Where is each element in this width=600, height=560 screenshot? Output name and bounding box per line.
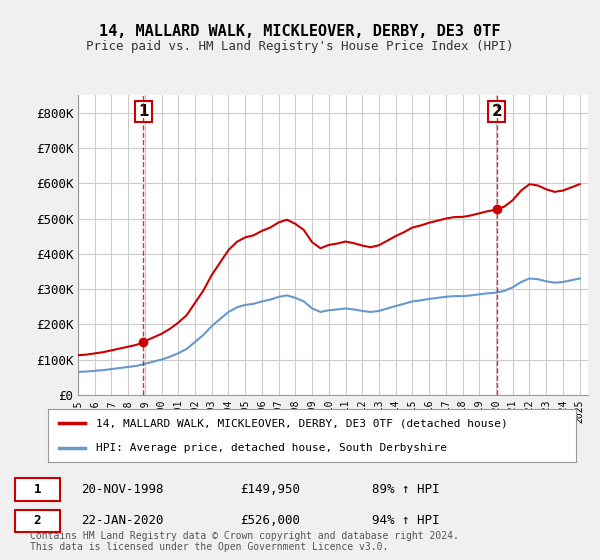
Text: £526,000: £526,000 bbox=[240, 515, 300, 528]
Text: 14, MALLARD WALK, MICKLEOVER, DERBY, DE3 0TF: 14, MALLARD WALK, MICKLEOVER, DERBY, DE3… bbox=[99, 24, 501, 39]
Text: HPI: Average price, detached house, South Derbyshire: HPI: Average price, detached house, Sout… bbox=[95, 442, 446, 452]
Text: 22-JAN-2020: 22-JAN-2020 bbox=[81, 515, 163, 528]
Text: 1: 1 bbox=[34, 483, 41, 496]
FancyBboxPatch shape bbox=[15, 478, 60, 501]
Text: 20-NOV-1998: 20-NOV-1998 bbox=[81, 483, 163, 496]
Text: 2: 2 bbox=[34, 515, 41, 528]
Text: 94% ↑ HPI: 94% ↑ HPI bbox=[372, 515, 439, 528]
Text: 14, MALLARD WALK, MICKLEOVER, DERBY, DE3 0TF (detached house): 14, MALLARD WALK, MICKLEOVER, DERBY, DE3… bbox=[95, 418, 507, 428]
Text: 89% ↑ HPI: 89% ↑ HPI bbox=[372, 483, 439, 496]
FancyBboxPatch shape bbox=[15, 510, 60, 533]
Text: £149,950: £149,950 bbox=[240, 483, 300, 496]
Text: 2: 2 bbox=[491, 104, 502, 119]
Text: Price paid vs. HM Land Registry's House Price Index (HPI): Price paid vs. HM Land Registry's House … bbox=[86, 40, 514, 53]
Text: Contains HM Land Registry data © Crown copyright and database right 2024.
This d: Contains HM Land Registry data © Crown c… bbox=[30, 531, 459, 552]
Text: 1: 1 bbox=[138, 104, 148, 119]
